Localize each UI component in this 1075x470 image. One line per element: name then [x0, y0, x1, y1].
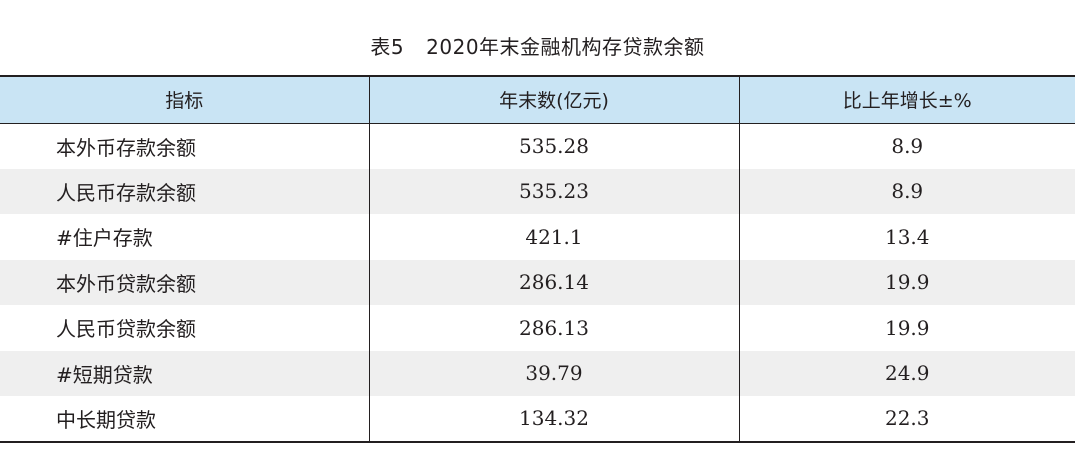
table-caption: 表5 2020年末金融机构存贷款余额 [0, 30, 1075, 64]
row-label: 本外币贷款余额 [56, 271, 196, 296]
row-value: 286.14 [368, 259, 739, 305]
row-label: 中长期贷款 [0, 396, 369, 443]
table-header-row: 指标 年末数(亿元) 比上年增长±% [0, 75, 1075, 124]
row-label: 人民币贷款余额 [56, 317, 196, 342]
row-growth: 8.9 [738, 168, 1075, 214]
header-indicator: 指标 [0, 75, 369, 124]
table-row: 本外币贷款余额 286.14 19.9 [0, 259, 1075, 305]
row-growth: 8.9 [738, 123, 1075, 169]
row-value: 535.28 [368, 123, 739, 169]
header-year-end-value: 年末数(亿元) [368, 75, 739, 124]
row-growth: 13.4 [738, 214, 1075, 260]
row-label: 本外币存款余额 [56, 135, 196, 160]
row-label: #住户存款 [56, 226, 153, 251]
row-value: 421.1 [368, 214, 739, 260]
row-label: 人民币存款余额 [56, 180, 196, 205]
table-row: #住户存款 421.1 13.4 [0, 214, 1075, 260]
row-label: #短期贷款 [56, 362, 153, 387]
deposit-loan-table-container: 指标 年末数(亿元) 比上年增长±% 本外币存款余额 535.28 8.9 人民… [0, 75, 1075, 443]
table-number: 表5 [370, 35, 405, 59]
table-row: 人民币存款余额 535.23 8.9 [0, 168, 1075, 214]
row-value: 134.32 [368, 396, 739, 443]
row-growth: 24.9 [738, 350, 1075, 396]
header-growth: 比上年增长±% [738, 75, 1075, 124]
row-growth: 19.9 [738, 305, 1075, 351]
row-value: 535.23 [368, 168, 739, 214]
row-value: 39.79 [368, 350, 739, 396]
table-title: 2020年末金融机构存贷款余额 [426, 35, 705, 59]
table-row: 人民币贷款余额 286.13 19.9 [0, 305, 1075, 351]
row-growth: 19.9 [738, 259, 1075, 305]
deposit-loan-table: 指标 年末数(亿元) 比上年增长±% 本外币存款余额 535.28 8.9 人民… [0, 75, 1075, 443]
table-row: 中长期贷款 134.32 22.3 [0, 396, 1075, 443]
row-growth: 22.3 [738, 396, 1075, 443]
table-row: 本外币存款余额 535.28 8.9 [0, 123, 1075, 169]
table-row: #短期贷款 39.79 24.9 [0, 350, 1075, 396]
row-value: 286.13 [368, 305, 739, 351]
